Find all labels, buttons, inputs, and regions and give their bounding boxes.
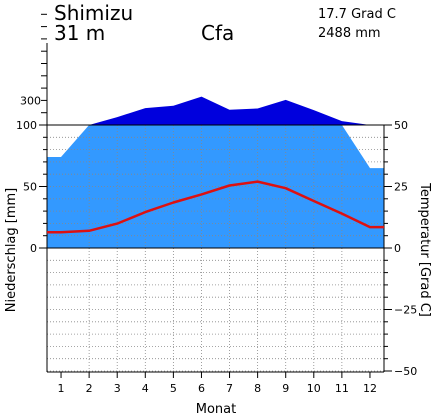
left-tick-label: 0 [30,242,37,255]
x-tick-label: 1 [58,382,65,395]
x-axis-label: Monat [196,402,236,416]
x-tick-label: 8 [254,382,261,395]
climate-class: Cfa [201,21,234,45]
right-tick-label: 0 [394,242,401,255]
left-tick-label: 50 [23,181,37,194]
precipitation-area-compressed [47,96,384,125]
right-tick-label: −25 [394,304,417,317]
right-tick-label: 50 [394,119,408,132]
x-tick-label: 10 [307,382,321,395]
left-tick-label-upper: 300 [20,94,41,107]
y-axis-label-right: Temperatur [Grad C] [417,182,432,317]
station-elevation: 31 m [54,21,105,45]
x-tick-label: 4 [142,382,149,395]
left-tick-label: 100 [16,119,37,132]
y-axis-label-left: Niederschlag [mm] [4,188,19,313]
x-tick-label: 11 [335,382,349,395]
x-tick-label: 12 [363,382,377,395]
right-tick-label: −50 [394,365,417,378]
x-tick-label: 7 [226,382,233,395]
right-tick-label: 25 [394,181,408,194]
temperature-line [47,180,384,234]
x-tick-label: 6 [198,382,205,395]
x-tick-label: 5 [170,382,177,395]
x-tick-label: 9 [282,382,289,395]
x-tick-label: 2 [86,382,93,395]
precipitation-areas [47,96,384,248]
station-name: Shimizu [54,1,133,25]
axes [39,13,392,378]
mean-temperature: 17.7 Grad C [318,7,396,22]
temperature-line-group [47,180,384,234]
x-tick-label: 3 [114,382,121,395]
annual-precipitation: 2488 mm [318,26,381,41]
